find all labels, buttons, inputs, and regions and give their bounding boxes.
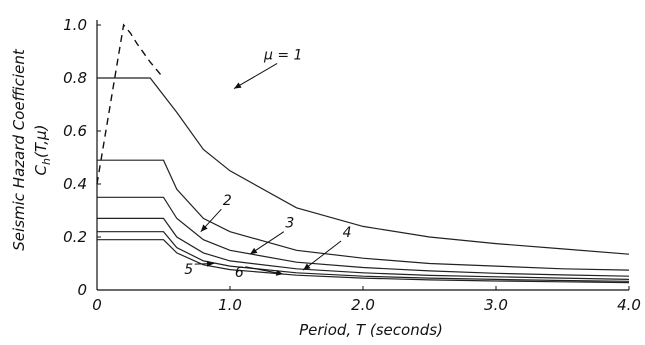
y-axis-title-line2: Ch(T,μ) <box>32 125 53 176</box>
y-axis-args: (T,μ) <box>32 125 50 158</box>
y-axis-title-line1: Seismic Hazard Coefficient <box>10 48 28 251</box>
y-tick-label: 0.4 <box>63 175 87 193</box>
curve-label-6: 6 <box>235 265 244 281</box>
x-tick-label: 2.0 <box>351 296 375 314</box>
curve-label-1: μ = 1 <box>263 47 302 63</box>
curve-label-leader <box>234 63 277 88</box>
axes <box>97 20 629 290</box>
y-tick-label: 0.6 <box>63 122 87 140</box>
series-line-mu-2 <box>97 160 629 270</box>
y-axis-title: Seismic Hazard Coefficient Ch(T,μ) <box>10 48 53 251</box>
curve-label-3: 3 <box>285 216 294 232</box>
curve-label-5: 5 <box>184 262 193 278</box>
x-tick-label: 4.0 <box>617 296 641 314</box>
curve-labels: μ = 1 2 3 4 5 6 <box>184 47 351 280</box>
y-axis-symbol: C <box>32 164 50 175</box>
x-tick-label: 1.0 <box>218 296 242 314</box>
x-tick-label: 3.0 <box>484 296 508 314</box>
curve-label-2: 2 <box>223 193 232 209</box>
series-line-mu-4 <box>97 218 629 279</box>
x-tick-label: 0 <box>92 296 102 314</box>
series-line-mu-5 <box>97 232 629 282</box>
y-tick-label: 1.0 <box>63 16 87 34</box>
curves <box>97 25 629 283</box>
y-tick-label: 0.8 <box>63 69 87 87</box>
curve-label-4: 4 <box>343 225 352 241</box>
y-axis-subscript: h <box>40 158 53 165</box>
curve-label-arrowhead <box>250 248 257 254</box>
series-line-mu-1 <box>97 78 629 254</box>
curve-label-arrowhead <box>234 82 242 88</box>
y-tick-label: 0 <box>77 281 87 299</box>
y-tick-label: 0.2 <box>63 228 87 246</box>
x-axis-title: Period, T (seconds) <box>299 321 443 339</box>
